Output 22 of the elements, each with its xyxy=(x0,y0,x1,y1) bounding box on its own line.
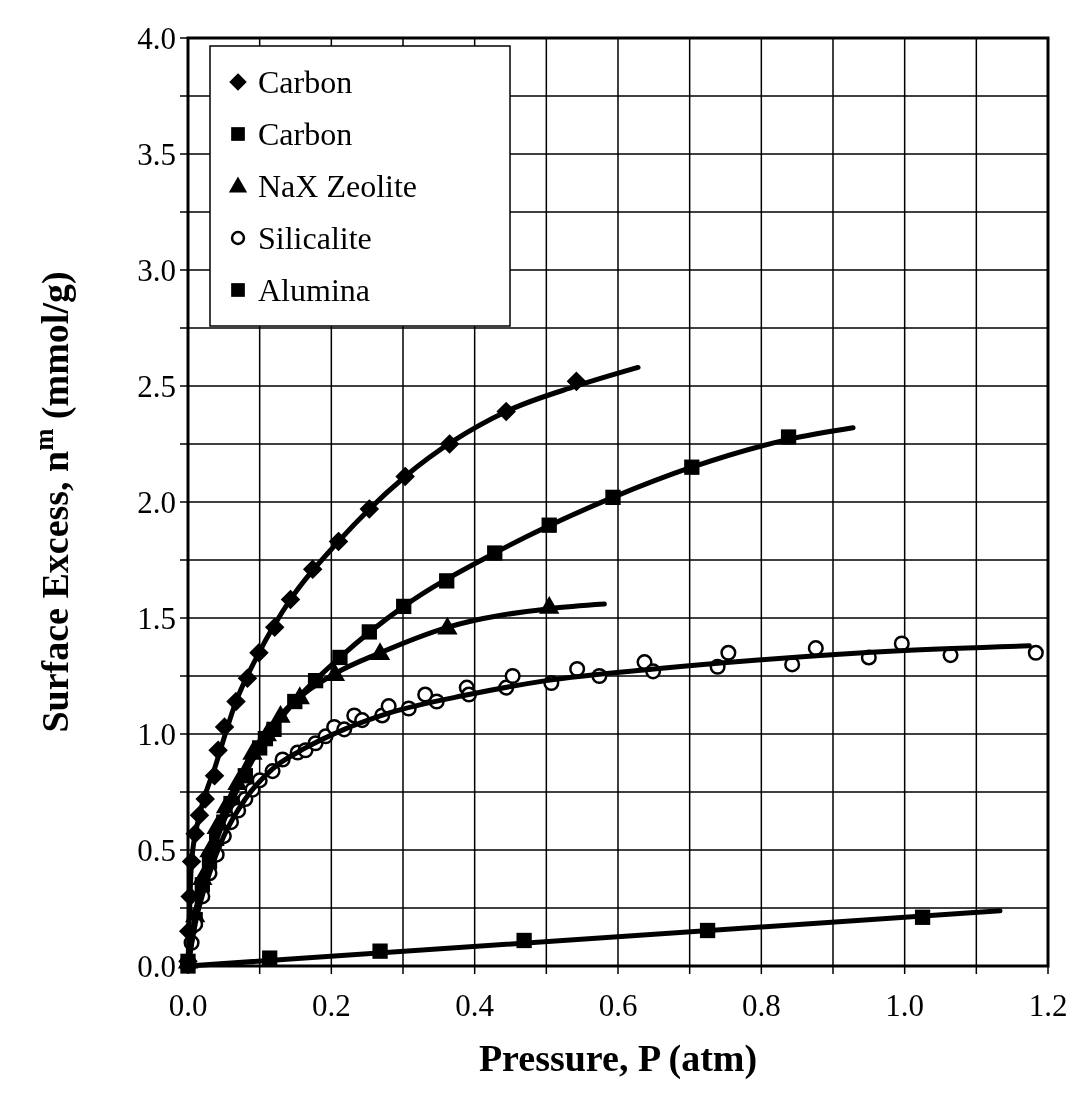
y-tick-label: 0.5 xyxy=(137,832,176,868)
x-tick-label: 0.2 xyxy=(311,988,351,1023)
y-tick-label: 0.0 xyxy=(137,948,176,984)
y-tick-label: 1.5 xyxy=(137,600,176,636)
legend-label: Silicalite xyxy=(258,220,372,257)
legend-label: Carbon xyxy=(258,116,353,153)
x-tick-label: 0.4 xyxy=(455,988,495,1023)
y-tick-label: 3.0 xyxy=(137,252,176,288)
y-tick-label: 2.5 xyxy=(137,368,176,404)
legend-label: Carbon xyxy=(258,64,353,101)
x-tick-label: 0.8 xyxy=(741,988,781,1023)
x-tick-label: 0.6 xyxy=(598,988,638,1023)
y-tick-label: 1.0 xyxy=(137,716,176,752)
x-tick-label: 1.0 xyxy=(885,988,925,1023)
y-tick-label: 3.5 xyxy=(137,136,176,172)
y-tick-label: 4.0 xyxy=(137,20,176,56)
legend-label: NaX Zeolite xyxy=(258,168,418,205)
y-tick-label: 2.0 xyxy=(137,484,176,520)
x-axis-title: Pressure, P (atm) xyxy=(478,1037,758,1080)
x-tick-label: 1.2 xyxy=(1028,988,1068,1023)
legend-label: Alumina xyxy=(258,272,370,309)
x-tick-label: 0.0 xyxy=(168,988,208,1023)
